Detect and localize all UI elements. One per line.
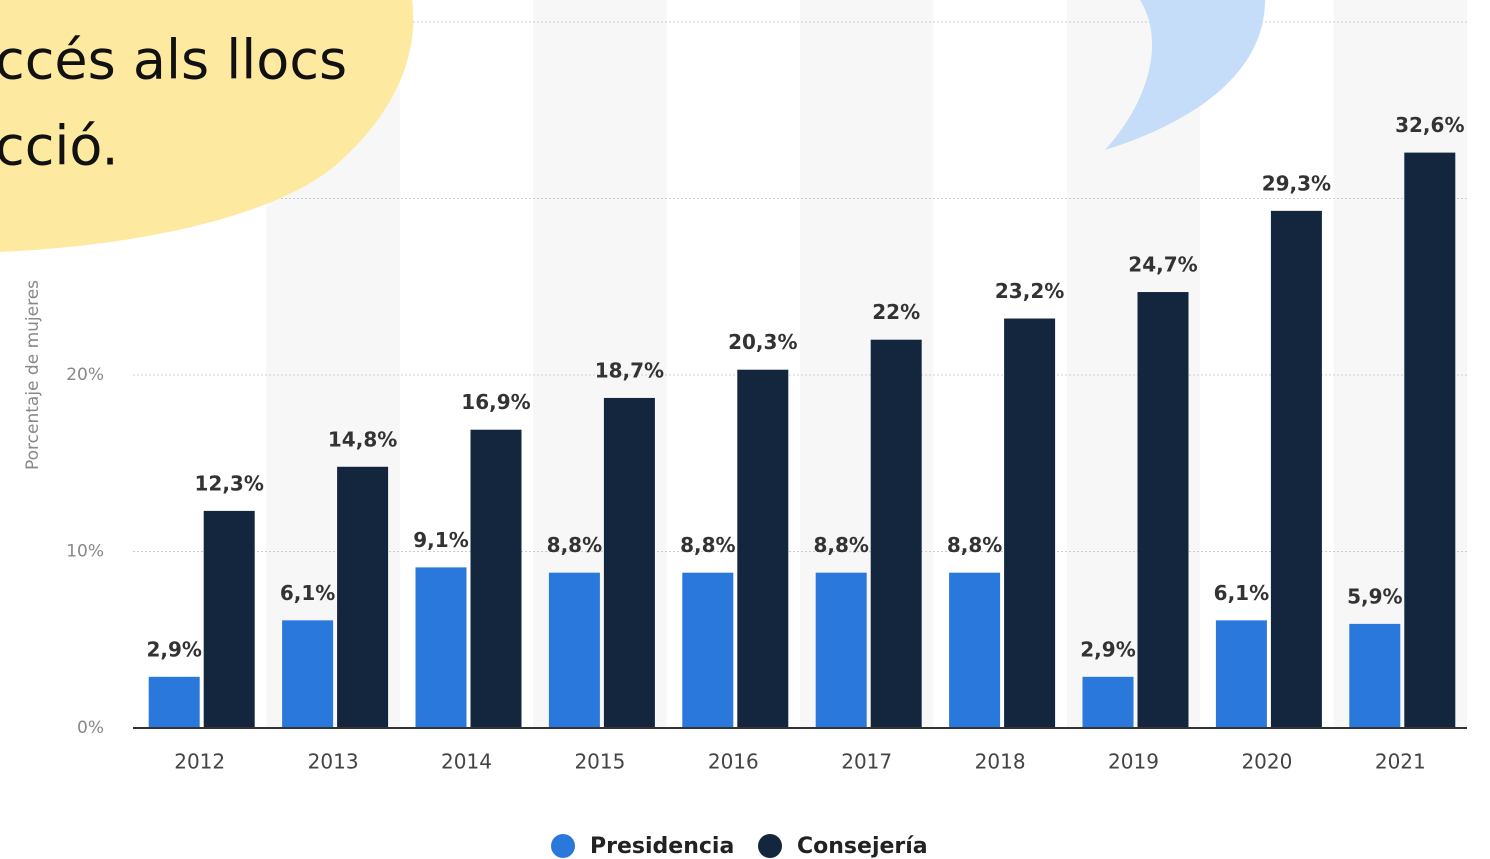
x-tick-label: 2020 xyxy=(1241,750,1292,774)
value-label: 29,3% xyxy=(1262,171,1331,195)
value-label: 5,9% xyxy=(1347,584,1402,608)
legend-label: Consejería xyxy=(797,834,928,859)
value-label: 16,9% xyxy=(461,390,530,414)
value-label: 22% xyxy=(872,300,920,324)
x-tick-label: 2012 xyxy=(174,750,225,774)
legend-marker xyxy=(551,834,575,858)
bar xyxy=(737,370,788,728)
value-label: 6,1% xyxy=(280,581,335,605)
value-label: 2,9% xyxy=(146,637,201,661)
bar xyxy=(1004,319,1055,728)
bar xyxy=(816,573,867,728)
legend-label: Presidencia xyxy=(590,834,734,859)
value-label: 18,7% xyxy=(595,358,664,382)
x-tick-label: 2021 xyxy=(1375,750,1426,774)
value-label: 20,3% xyxy=(728,330,797,354)
bar xyxy=(604,398,655,728)
x-tick-label: 2017 xyxy=(841,750,892,774)
bar xyxy=(282,620,333,728)
x-tick-label: 2016 xyxy=(708,750,759,774)
x-tick-label: 2013 xyxy=(308,750,359,774)
bar xyxy=(204,511,255,728)
bar xyxy=(949,573,1000,728)
y-tick-label: 0% xyxy=(77,718,104,738)
bar xyxy=(1083,677,1134,728)
page: Porcentaje de mujeres 0%10%20%30%40%2012… xyxy=(0,0,1490,859)
bar xyxy=(1271,211,1322,728)
bar xyxy=(1404,153,1455,728)
value-label: 23,2% xyxy=(995,279,1064,303)
bar xyxy=(1138,292,1189,728)
bar xyxy=(682,573,733,728)
bar xyxy=(871,340,922,728)
value-label: 2,9% xyxy=(1080,637,1135,661)
value-label: 8,8% xyxy=(547,533,602,557)
legend-marker xyxy=(758,834,782,858)
bar xyxy=(549,573,600,728)
value-label: 8,8% xyxy=(813,533,868,557)
y-tick-label: 10% xyxy=(66,542,104,562)
x-tick-label: 2018 xyxy=(975,750,1026,774)
value-label: 9,1% xyxy=(413,528,468,552)
overlay-text: cció. xyxy=(0,115,119,178)
bar xyxy=(1349,624,1400,728)
bar xyxy=(471,430,522,728)
value-label: 8,8% xyxy=(680,533,735,557)
x-tick-label: 2015 xyxy=(574,750,625,774)
bar xyxy=(1216,620,1267,728)
bar xyxy=(337,467,388,728)
value-label: 12,3% xyxy=(195,471,264,495)
value-label: 8,8% xyxy=(947,533,1002,557)
y-tick-label: 20% xyxy=(66,365,104,385)
value-label: 6,1% xyxy=(1214,581,1269,605)
overlay-text: ccés als llocs xyxy=(0,29,347,92)
value-label: 14,8% xyxy=(328,427,397,451)
bar xyxy=(149,677,200,728)
y-axis-title: Porcentaje de mujeres xyxy=(23,280,43,470)
value-label: 32,6% xyxy=(1395,113,1464,137)
x-tick-label: 2019 xyxy=(1108,750,1159,774)
bar xyxy=(416,567,467,728)
value-label: 24,7% xyxy=(1128,253,1197,277)
x-tick-label: 2014 xyxy=(441,750,492,774)
